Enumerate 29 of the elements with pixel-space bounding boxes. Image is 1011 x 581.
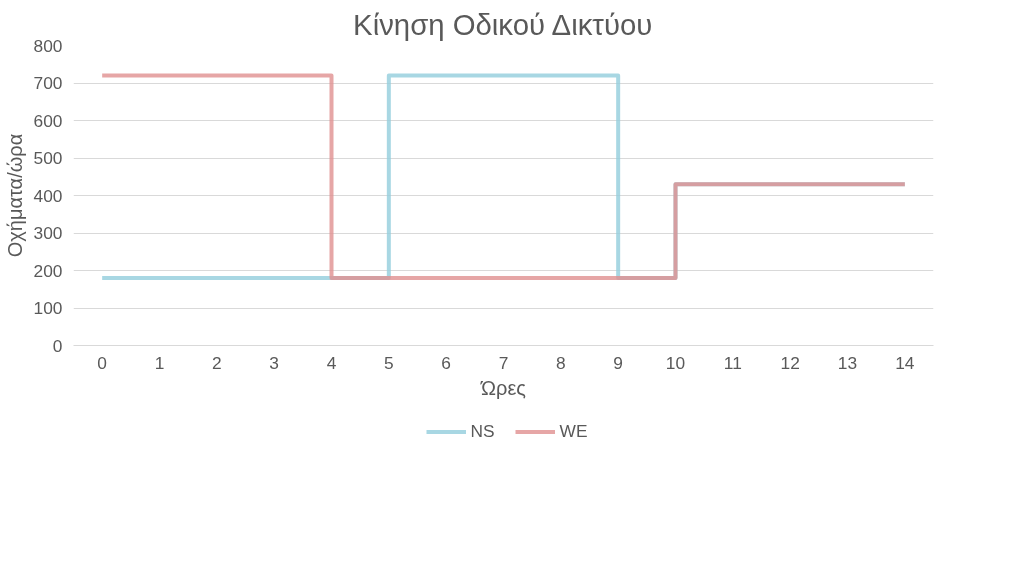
y-tick-label: 0 bbox=[52, 335, 63, 356]
y-axis-title: Οχήματα/ώρα bbox=[3, 133, 26, 258]
x-tick-label: 4 bbox=[326, 352, 337, 373]
x-tick-label: 8 bbox=[556, 352, 566, 373]
legend-label: NS bbox=[470, 420, 495, 442]
y-tick-label: 200 bbox=[33, 260, 63, 281]
y-tick-label: 700 bbox=[33, 73, 63, 93]
x-tick-label: 0 bbox=[97, 352, 107, 373]
x-tick-label: 12 bbox=[780, 352, 800, 373]
chart-title: Κίνηση Οδικού Δικτύου bbox=[353, 7, 653, 41]
x-tick-label: 10 bbox=[665, 352, 686, 373]
x-tick-label: 3 bbox=[269, 352, 279, 373]
x-tick-label: 14 bbox=[895, 352, 915, 373]
y-tick-label: 100 bbox=[33, 298, 63, 318]
y-tick-label: 600 bbox=[33, 110, 63, 131]
legend-label: WE bbox=[559, 420, 588, 442]
x-tick-label: 13 bbox=[837, 352, 858, 373]
x-tick-label: 2 bbox=[212, 352, 222, 373]
y-tick-label: 800 bbox=[33, 35, 63, 56]
x-tick-label: 9 bbox=[613, 352, 623, 373]
x-tick-label: 7 bbox=[498, 352, 509, 373]
x-tick-label: 5 bbox=[384, 352, 394, 373]
x-tick-label: 6 bbox=[441, 352, 451, 373]
y-tick-label: 500 bbox=[33, 148, 63, 168]
x-axis-title: Ώρες bbox=[480, 376, 527, 399]
y-tick-label: 300 bbox=[33, 223, 63, 243]
y-tick-label: 400 bbox=[33, 185, 63, 206]
x-tick-label: 1 bbox=[154, 352, 165, 373]
x-tick-label: 11 bbox=[723, 352, 742, 373]
